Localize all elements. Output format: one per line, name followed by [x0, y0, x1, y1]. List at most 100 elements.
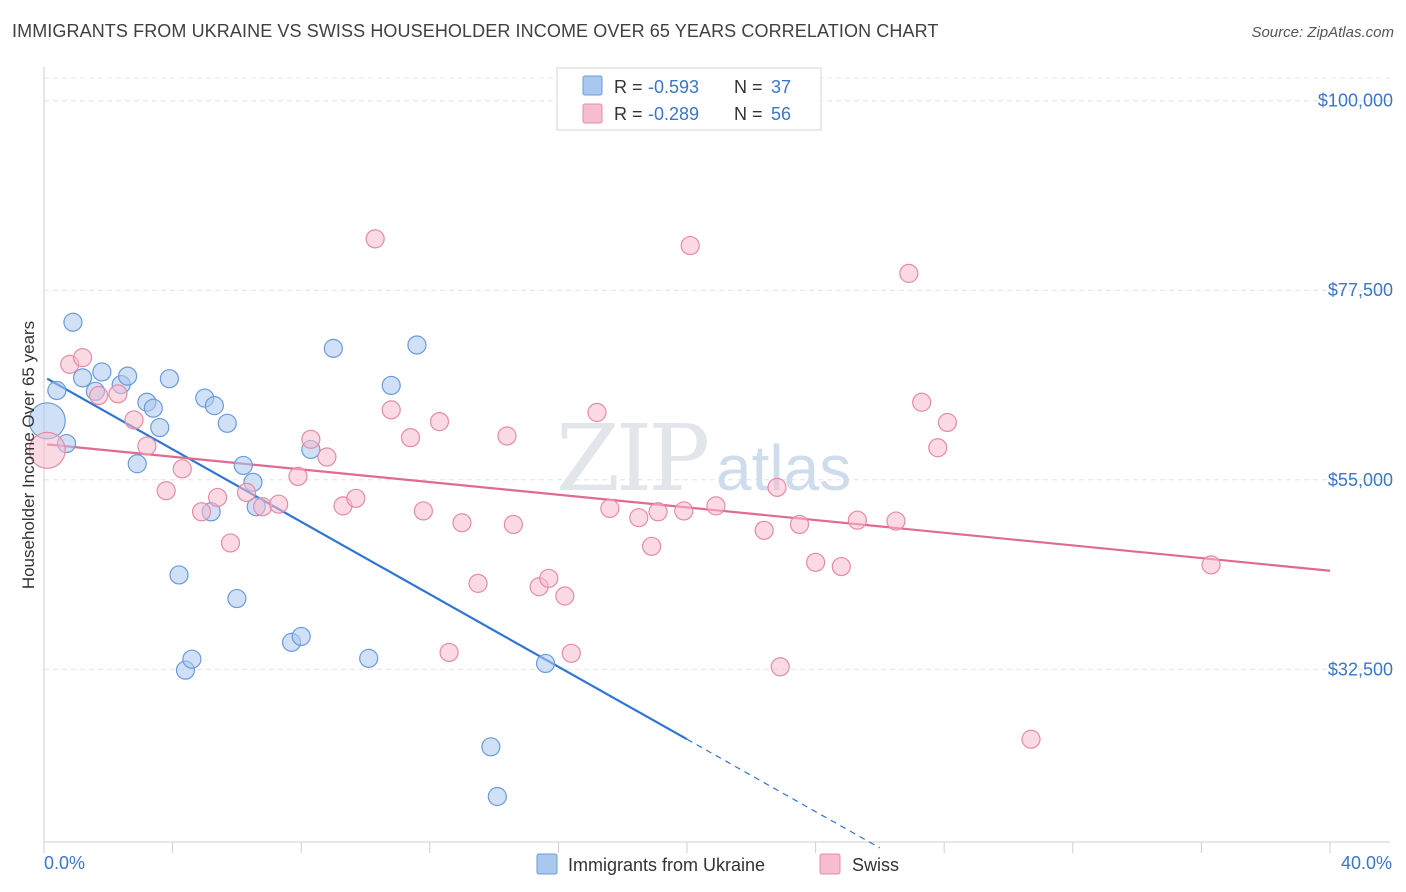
watermark-zip: ZIP — [556, 405, 707, 512]
point-swiss — [301, 429, 321, 449]
y-tick-label: $55,000 — [1328, 470, 1393, 490]
point-ukraine — [72, 368, 93, 388]
point-swiss — [539, 568, 559, 588]
point-swiss — [503, 514, 523, 535]
point-swiss — [928, 438, 948, 458]
point-swiss — [789, 514, 810, 535]
point-swiss — [346, 488, 366, 508]
legend-r-value-swiss: -0.289 — [648, 104, 699, 124]
point-swiss — [497, 426, 517, 446]
point-ukraine — [233, 455, 253, 476]
legend-n-label-ukraine: N = — [734, 77, 763, 97]
point-ukraine — [169, 565, 189, 585]
point-swiss — [674, 501, 694, 521]
legend-swatch-swiss — [582, 103, 603, 124]
point-swiss — [831, 556, 851, 577]
point-swiss — [899, 263, 919, 283]
point-swiss — [269, 494, 289, 514]
point-swiss — [805, 552, 826, 572]
point-swiss — [754, 520, 774, 540]
legend-n-value-ukraine: 37 — [771, 77, 791, 97]
data-points — [28, 229, 1221, 807]
point-ukraine — [217, 413, 237, 433]
point-ukraine — [63, 312, 83, 332]
point-ukraine — [535, 653, 556, 674]
point-swiss — [191, 502, 212, 522]
point-ukraine — [47, 380, 67, 401]
bottom-legend: Immigrants from Ukraine Swiss — [536, 853, 899, 875]
point-swiss — [629, 508, 649, 528]
point-ukraine — [159, 369, 179, 389]
point-swiss — [847, 510, 867, 530]
point-ukraine — [481, 737, 501, 757]
point-ukraine — [381, 375, 401, 396]
point-ukraine — [227, 588, 247, 609]
legend-r-label-swiss: R = — [614, 104, 643, 124]
point-swiss — [429, 412, 450, 432]
point-ukraine — [204, 396, 224, 416]
legend-n-value-swiss: 56 — [771, 104, 791, 124]
point-swiss — [172, 459, 192, 479]
point-swiss — [1201, 555, 1221, 575]
point-swiss — [288, 466, 308, 487]
point-swiss — [156, 481, 176, 501]
point-swiss — [1021, 729, 1041, 749]
point-swiss — [236, 482, 257, 503]
point-swiss — [220, 533, 241, 553]
point-ukraine — [127, 454, 147, 474]
point-swiss — [642, 536, 662, 556]
point-swiss — [770, 657, 790, 677]
point-swiss — [108, 384, 128, 404]
point-swiss — [648, 502, 668, 522]
point-swiss — [468, 573, 488, 593]
bottom-legend-label-ukraine: Immigrants from Ukraine — [568, 855, 765, 875]
legend-n-label-swiss: N = — [734, 104, 763, 124]
bottom-legend-label-swiss: Swiss — [852, 855, 899, 875]
legend-r-label-ukraine: R = — [614, 77, 643, 97]
point-swiss — [886, 511, 906, 531]
point-ukraine — [291, 626, 311, 647]
point-swiss — [937, 412, 958, 433]
point-ukraine — [117, 366, 138, 386]
trend-line-ukraine-extension — [686, 738, 881, 849]
point-swiss — [452, 513, 472, 533]
point-swiss — [439, 642, 459, 663]
legend: R = -0.593 N = 37 R = -0.289 N = 56 — [556, 67, 822, 131]
watermark: ZIP atlas — [556, 405, 851, 512]
bottom-legend-swatch-swiss — [819, 853, 841, 875]
point-ukraine — [182, 649, 202, 669]
point-swiss — [555, 586, 575, 606]
y-tick-label: $32,500 — [1328, 659, 1393, 679]
point-swiss — [124, 410, 144, 430]
point-swiss — [587, 402, 607, 422]
point-swiss — [253, 497, 273, 517]
point-swiss — [561, 643, 581, 663]
point-swiss — [767, 477, 787, 497]
point-swiss — [208, 487, 228, 508]
x-ticks — [43, 842, 1331, 853]
point-ukraine — [407, 335, 427, 355]
point-ukraine — [323, 338, 343, 358]
chart-title: IMMIGRANTS FROM UKRAINE VS SWISS HOUSEHO… — [12, 21, 939, 41]
point-swiss — [137, 436, 157, 456]
point-swiss — [600, 498, 620, 519]
point-swiss — [72, 348, 93, 368]
point-swiss — [89, 385, 109, 406]
point-swiss — [381, 400, 401, 420]
point-ukraine — [359, 648, 379, 668]
legend-swatch-ukraine — [582, 75, 603, 96]
source-credit: Source: ZipAtlas.com — [1251, 24, 1394, 41]
point-ukraine — [92, 362, 112, 382]
point-swiss — [317, 447, 337, 467]
bottom-legend-swatch-ukraine — [536, 853, 558, 875]
y-tick-labels: $32,500 $55,000 $77,500 $100,000 — [1318, 91, 1393, 680]
point-ukraine — [150, 417, 170, 438]
legend-r-value-ukraine: -0.593 — [648, 77, 699, 97]
x-tick-label-max: 40.0% — [1341, 853, 1392, 873]
grid — [44, 77, 1390, 670]
point-swiss — [413, 501, 433, 521]
point-swiss — [706, 496, 726, 516]
point-swiss — [365, 229, 385, 249]
point-ukraine — [143, 398, 163, 418]
